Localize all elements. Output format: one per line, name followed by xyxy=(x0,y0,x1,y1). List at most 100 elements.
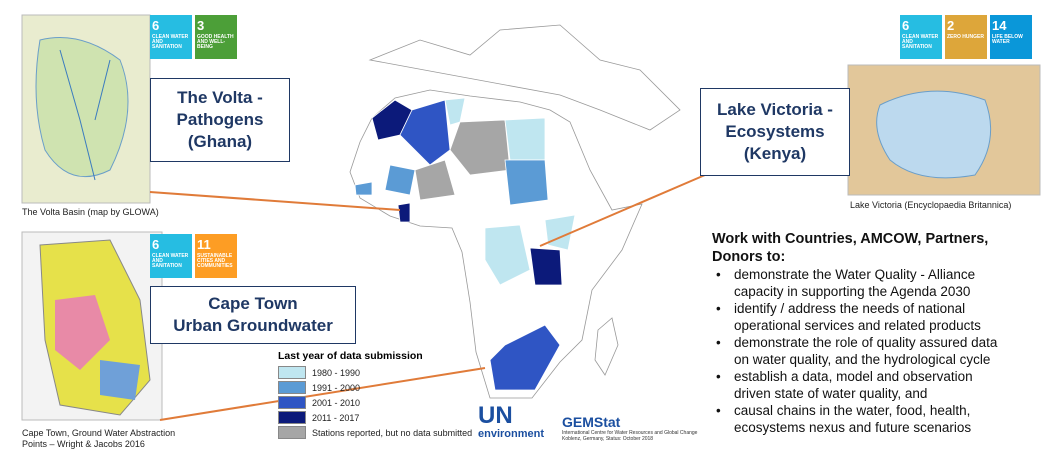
legend-item: 2001 - 2010 xyxy=(278,396,478,409)
country xyxy=(504,117,546,161)
sdg-icon: 6 CLEAN WATER AND SANITATION xyxy=(150,15,192,59)
caption-line: Points – Wright & Jacobs 2016 xyxy=(22,439,145,449)
bullet: establish a data, model and observation d… xyxy=(712,368,1052,402)
connector xyxy=(149,191,401,211)
country xyxy=(489,324,561,391)
legend-title: Last year of data submission xyxy=(278,350,423,362)
bullet: identify / address the needs of national… xyxy=(712,300,1052,334)
sdg-label: SUSTAINABLE CITIES AND COMMUNITIES xyxy=(197,253,233,269)
case-box: Lake Victoria - Ecosystems (Kenya) xyxy=(700,88,850,176)
legend-swatch xyxy=(278,381,306,394)
legend: Last year of data submission 1980 - 1990… xyxy=(278,350,478,441)
case-title: Cape Town xyxy=(208,294,298,313)
bullet: causal chains in the water, food, health… xyxy=(712,402,1052,436)
caption: The Volta Basin (map by GLOWA) xyxy=(22,207,159,218)
lake-victoria xyxy=(876,90,992,179)
case-title: The Volta - xyxy=(177,88,263,107)
bullet-line: causal chains in the water, food, health… xyxy=(734,403,971,418)
un-text: UN xyxy=(478,402,513,429)
case-box: Cape Town Urban Groundwater xyxy=(150,286,356,344)
work-heading: Work with Countries, AMCOW, Partners, xyxy=(712,231,989,247)
sdg-number: 6 xyxy=(902,18,910,33)
legend-label: 2001 - 2010 xyxy=(312,397,361,408)
country xyxy=(504,159,549,206)
sdg-icon: 6 CLEAN WATER AND SANITATION xyxy=(150,234,192,278)
caption-line: Lake Victoria (Encyclopaedia Britannica) xyxy=(850,200,1012,210)
sdg-group: 6 CLEAN WATER AND SANITATION 3 GOOD HEALTH … xyxy=(150,15,237,59)
volta-basin xyxy=(35,37,129,178)
capetown-zone xyxy=(100,360,140,400)
bullet-line: operational services and related product… xyxy=(734,318,981,333)
caption: Cape Town, Ground Water Abstraction Point… xyxy=(22,428,175,450)
capetown-zone xyxy=(55,295,110,370)
sdg-icon: 6 CLEAN WATER AND SANITATION xyxy=(900,15,942,59)
sdg-label: CLEAN WATER AND SANITATION xyxy=(902,34,939,50)
country xyxy=(399,99,451,166)
country xyxy=(354,181,373,196)
un-sub: environment xyxy=(478,428,545,440)
sdg-number: 6 xyxy=(152,237,160,252)
gemstat-sub: Koblenz, Germany, Status: October 2018 xyxy=(562,436,654,442)
legend-swatch xyxy=(278,366,306,379)
country-regions xyxy=(354,97,576,391)
legend-label: 1991 - 2000 xyxy=(312,382,361,393)
caption-line: The Volta Basin (map by GLOWA) xyxy=(22,207,159,217)
legend-item: Stations reported, but no data submitted xyxy=(278,426,478,439)
connector-lines xyxy=(149,174,706,421)
legend-label: Stations reported, but no data submitted xyxy=(312,427,473,438)
legend-swatch xyxy=(278,396,306,409)
sdg-label: LIFE BELOW WATER xyxy=(992,34,1023,45)
country xyxy=(484,224,531,286)
bullet-line: demonstrate the role of quality assured … xyxy=(734,335,998,350)
case-title: Urban Groundwater xyxy=(173,316,333,335)
sdg-number: 3 xyxy=(197,18,205,33)
connector xyxy=(159,367,486,421)
work-text: Work with Countries, AMCOW, Partners, Don… xyxy=(712,230,1052,436)
sdg-number: 14 xyxy=(992,18,1007,33)
volta-rivers xyxy=(59,49,111,181)
gemstat-logo: GEMStat International Centre for Water R… xyxy=(562,414,712,442)
case-title: Pathogens xyxy=(176,110,264,129)
sdg-icon: 2 ZERO HUNGER xyxy=(945,15,987,59)
bullet: demonstrate the Water Quality - Alliance… xyxy=(712,266,1052,300)
bullet-line: driven state of water quality, and xyxy=(734,386,928,401)
bullet-line: capacity in supporting the Agenda 2030 xyxy=(734,284,971,299)
legend-label: 2011 - 2017 xyxy=(312,412,360,423)
un-logo: UN environment xyxy=(478,402,545,441)
country xyxy=(384,164,416,196)
country xyxy=(529,247,563,286)
country xyxy=(397,202,411,223)
case-box: The Volta - Pathogens (Ghana) xyxy=(150,78,290,162)
sdg-number: 11 xyxy=(197,237,211,252)
case-title: (Ghana) xyxy=(187,132,253,151)
sdg-number: 2 xyxy=(947,18,955,33)
legend-item: 2011 - 2017 xyxy=(278,411,478,424)
gemstat-name: GEMStat xyxy=(562,414,621,430)
bullet-line: ecosystems nexus and future scenarios xyxy=(734,420,972,435)
legend-item: 1980 - 1990 xyxy=(278,366,478,379)
sdg-icon: 3 GOOD HEALTH AND WELL-BEING xyxy=(195,15,237,59)
case-title: Lake Victoria - xyxy=(717,100,833,119)
legend-swatch xyxy=(278,426,306,439)
sdg-group: 6 CLEAN WATER AND SANITATION 11 SUSTAINABLE… xyxy=(150,234,237,278)
legend-item: 1991 - 2000 xyxy=(278,381,478,394)
work-heading: Donors to: xyxy=(712,249,786,265)
connector xyxy=(539,174,706,247)
sdg-label: GOOD HEALTH AND WELL-BEING xyxy=(197,34,234,50)
legend-label: 1980 - 1990 xyxy=(312,367,361,378)
gemstat-sub: International Centre for Water Resources… xyxy=(562,430,698,436)
bullet-line: identify / address the needs of national xyxy=(734,301,966,316)
sdg-group: 6 CLEAN WATER AND SANITATION 2 ZERO HUNGER 1… xyxy=(900,15,1032,59)
sdg-label: CLEAN WATER AND SANITATION xyxy=(152,253,189,269)
bullet: demonstrate the role of quality assured … xyxy=(712,334,1052,368)
case-title: (Kenya) xyxy=(743,144,807,163)
sdg-number: 6 xyxy=(152,18,160,33)
bullet-line: demonstrate the Water Quality - Alliance xyxy=(734,267,976,282)
bullet-line: establish a data, model and observation xyxy=(734,369,973,384)
sdg-label: ZERO HUNGER xyxy=(947,34,984,40)
legend-swatch xyxy=(278,411,306,424)
sdg-icon: 11 SUSTAINABLE CITIES AND COMMUNITIES xyxy=(195,234,237,278)
sdg-label: CLEAN WATER AND SANITATION xyxy=(152,34,189,50)
